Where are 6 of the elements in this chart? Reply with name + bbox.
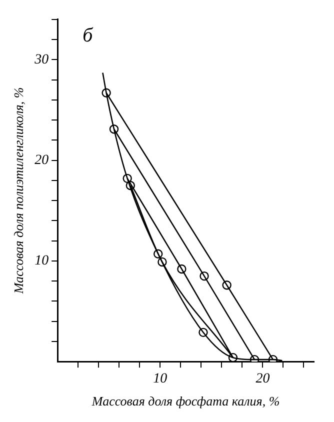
y-tick-label: 30 [34, 52, 49, 68]
annotation: б [82, 24, 94, 46]
y-axis-title: Массовая доля полиэтиленгликоля, % [11, 87, 26, 295]
y-tick-label: 10 [34, 254, 49, 269]
y-tick-label: 20 [34, 152, 49, 168]
x-axis-title: Массовая доля фосфата калия, % [90, 394, 280, 409]
